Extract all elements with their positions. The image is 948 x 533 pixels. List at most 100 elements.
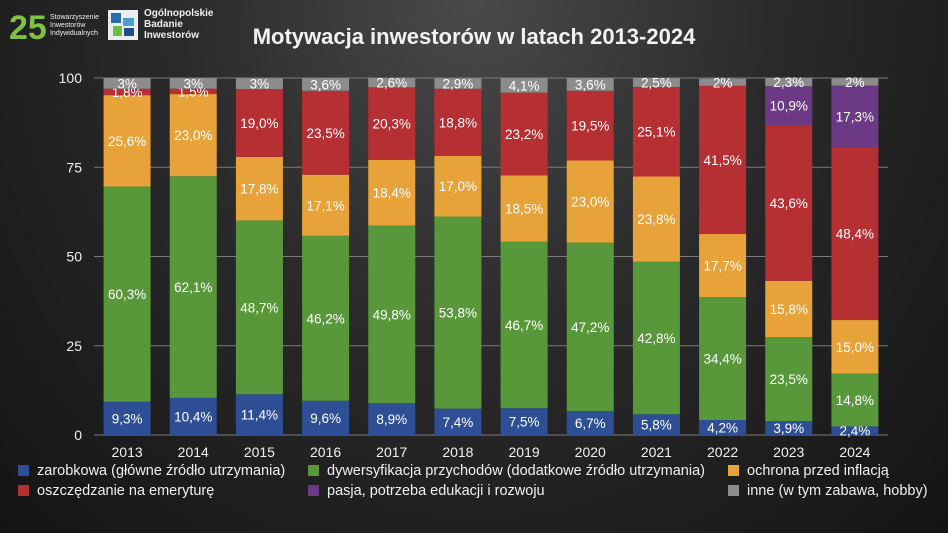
data-label: 46,2% <box>306 311 344 326</box>
bar-segment <box>831 426 879 435</box>
data-label: 23,0% <box>571 195 609 210</box>
logo-obi-text: Ogólnopolskie Badanie Inwestorów <box>144 8 214 41</box>
legend-swatch <box>728 465 739 476</box>
legend-label: oszczędzanie na emeryturę <box>37 483 215 499</box>
bar-segment <box>169 176 217 398</box>
data-label: 48,4% <box>836 227 874 242</box>
data-label: 8,9% <box>376 412 407 427</box>
legend-swatch <box>728 485 739 496</box>
bar-segment <box>765 421 813 435</box>
bar-segment <box>302 400 350 435</box>
bar-segment <box>235 394 283 435</box>
data-label: 3% <box>183 76 203 91</box>
bar-segment <box>235 78 283 90</box>
x-tick-label: 2015 <box>244 444 275 460</box>
legend-label: inne (w tym zabawa, hobby) <box>747 483 928 499</box>
x-tick-label: 2017 <box>376 444 407 460</box>
data-label: 17,1% <box>306 198 344 213</box>
bar-segment <box>831 373 879 427</box>
bar-segment <box>235 156 283 221</box>
bar-segment <box>434 88 482 156</box>
x-tick-label: 2019 <box>509 444 540 460</box>
data-label: 41,5% <box>703 153 741 168</box>
bar-segment <box>765 86 813 126</box>
y-tick-label: 75 <box>66 159 82 175</box>
bar-segment <box>368 225 416 404</box>
data-label: 3,6% <box>575 77 606 92</box>
data-label: 53,8% <box>439 306 477 321</box>
legend-item: zarobkowa (główne źródło utrzymania) <box>18 463 285 479</box>
data-label: 42,8% <box>637 331 675 346</box>
bar-segment <box>500 241 548 409</box>
data-label: 2,5% <box>641 75 672 90</box>
bar-segment <box>169 78 217 89</box>
data-label: 34,4% <box>703 352 741 367</box>
data-label: 3% <box>250 77 270 92</box>
bar-segment <box>765 78 813 87</box>
x-tick-label: 2018 <box>442 444 473 460</box>
data-label: 48,7% <box>240 300 278 315</box>
data-label: 15,0% <box>836 340 874 355</box>
bar-segment <box>103 88 151 96</box>
y-tick-label: 25 <box>66 338 82 354</box>
bar-segment <box>632 176 680 262</box>
data-label: 2% <box>845 75 865 90</box>
bar-segment <box>632 86 680 177</box>
bar-segment <box>103 78 151 89</box>
y-tick-label: 50 <box>66 249 82 265</box>
data-label: 2% <box>713 75 733 90</box>
bar-segment <box>434 155 482 217</box>
data-label: 23,5% <box>306 126 344 141</box>
data-label: 23,2% <box>505 127 543 142</box>
bar-segment <box>368 159 416 226</box>
bar-segment <box>831 320 879 374</box>
bar-segment <box>632 414 680 435</box>
x-tick-label: 2021 <box>641 444 672 460</box>
y-tick-label: 0 <box>74 427 82 443</box>
bar-segment <box>434 78 482 89</box>
legend-item: pasja, potrzeba edukacji i rozwoju <box>308 483 545 499</box>
x-tick-label: 2016 <box>310 444 341 460</box>
bar-segment <box>765 125 813 281</box>
bar-segment <box>302 235 350 401</box>
bar-segment <box>632 78 680 87</box>
data-label: 10,4% <box>174 409 212 424</box>
x-tick-label: 2013 <box>112 444 143 460</box>
data-label: 7,5% <box>509 415 540 430</box>
bar-segment <box>302 90 350 175</box>
legend-label: dywersyfikacja przychodów (dodatkowe źró… <box>327 463 705 479</box>
bar-segment <box>169 397 217 435</box>
bar-segment <box>235 89 283 157</box>
data-label: 43,6% <box>770 196 808 211</box>
data-label: 17,7% <box>703 259 741 274</box>
data-label: 14,8% <box>836 393 874 408</box>
data-label: 4,2% <box>707 421 738 436</box>
data-label: 18,5% <box>505 201 543 216</box>
data-label: 17,0% <box>439 179 477 194</box>
data-label: 11,4% <box>241 408 278 423</box>
bar-segment <box>699 85 747 235</box>
bar-segment <box>169 88 217 95</box>
bar-segment <box>831 147 879 321</box>
data-label: 17,3% <box>836 109 874 124</box>
bar-segment <box>566 160 614 243</box>
legend-item: ochrona przed inflacją <box>728 463 889 479</box>
data-label: 3% <box>117 76 137 91</box>
bar-segment <box>699 297 747 421</box>
data-label: 46,7% <box>505 318 543 333</box>
bar-segment <box>302 78 350 91</box>
data-label: 15,8% <box>770 302 808 317</box>
data-label: 6,7% <box>575 416 606 431</box>
bar-segment <box>831 78 879 86</box>
data-label: 20,3% <box>373 117 411 132</box>
bar-segment <box>566 411 614 435</box>
data-label: 9,3% <box>112 411 143 426</box>
data-label: 3,9% <box>773 421 804 436</box>
bar-segment <box>500 175 548 242</box>
x-tick-label: 2020 <box>575 444 606 460</box>
bar-segment <box>699 420 747 435</box>
bar-segment <box>500 408 548 435</box>
legend-swatch <box>308 485 319 496</box>
bar-segment <box>434 408 482 435</box>
data-label: 60,3% <box>108 287 146 302</box>
